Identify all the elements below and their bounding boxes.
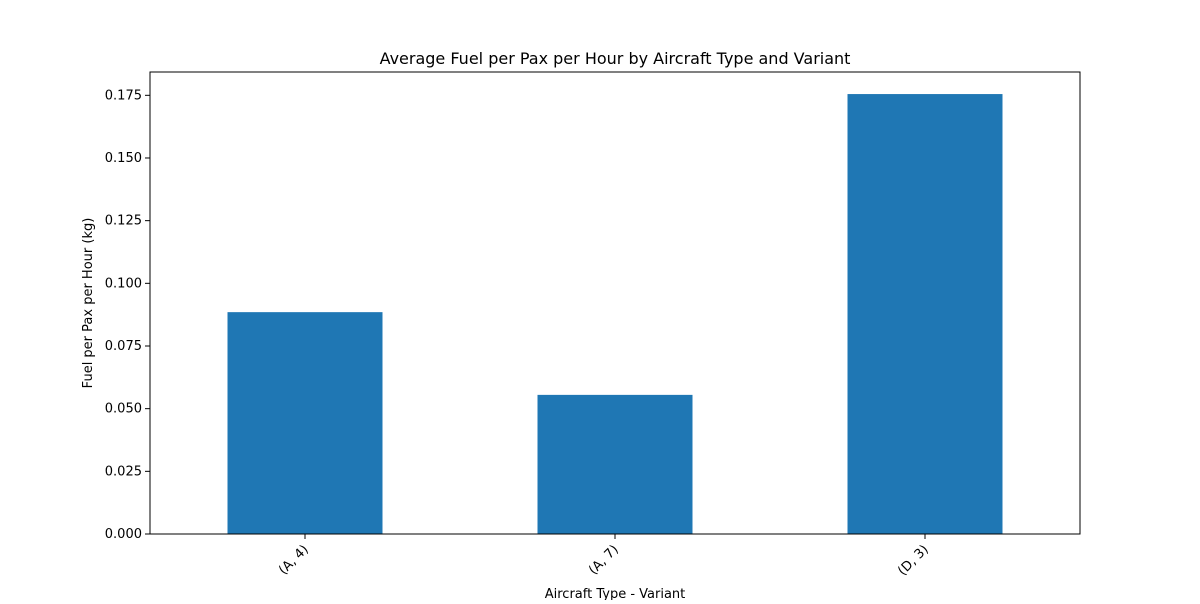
y-tick-label: 0.025 [105, 464, 142, 479]
y-axis-label: Fuel per Pax per Hour (kg) [81, 218, 96, 389]
y-tick-label: 0.000 [105, 527, 142, 542]
x-tick-label: (D, 3) [895, 542, 932, 579]
bar [227, 312, 383, 534]
x-tick-label: (A, 7) [586, 542, 622, 578]
y-tick-label: 0.150 [105, 151, 142, 166]
y-tick-label: 0.050 [105, 402, 142, 417]
y-tick-label: 0.100 [105, 276, 142, 291]
chart-title: Average Fuel per Pax per Hour by Aircraf… [380, 49, 851, 68]
y-tick-label: 0.075 [105, 339, 142, 354]
plot-area: 0.000 0.025 0.050 0.075 0.100 0.125 0.150 0.175… [105, 71, 1081, 579]
bar [847, 94, 1003, 534]
bar [537, 394, 693, 534]
x-axis-label: Aircraft Type - Variant [545, 587, 686, 600]
y-tick-label: 0.175 [105, 88, 142, 103]
x-tick-label: (A, 4) [276, 542, 312, 578]
y-tick-label: 0.125 [105, 214, 142, 229]
